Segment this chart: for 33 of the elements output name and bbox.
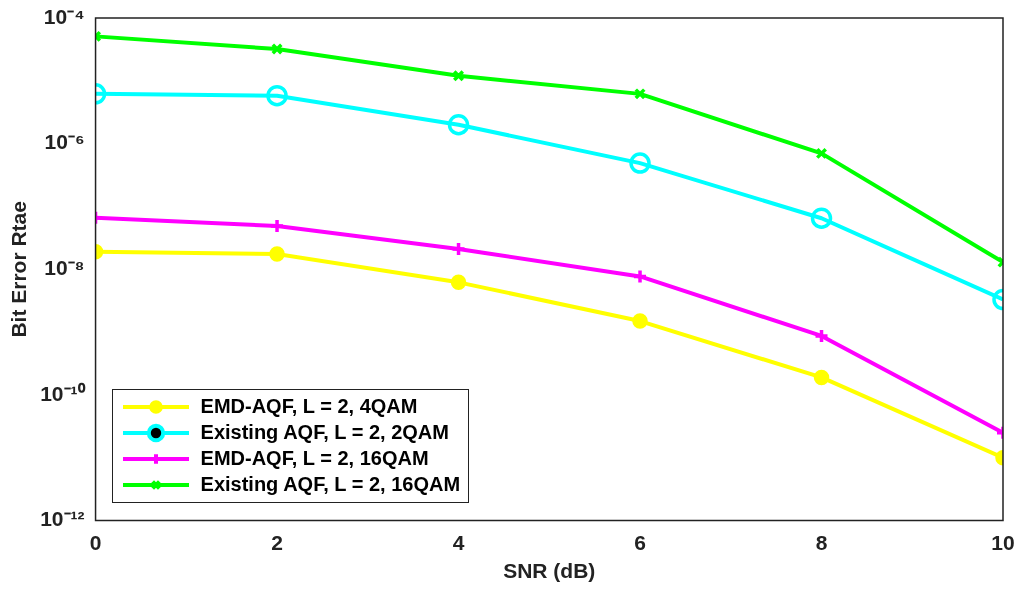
y-tick-label: 10⁻⁸ — [44, 256, 85, 280]
x-tick-label: 6 — [634, 531, 646, 554]
y-axis-title: Bit Error Rtae — [7, 201, 31, 338]
point — [629, 152, 651, 174]
x-tick-label: 4 — [452, 531, 465, 554]
legend-label: Existing AQF, L = 2, 16QAM — [200, 473, 461, 497]
x-tick-label: 10 — [991, 531, 1015, 554]
x-tick-label: 0 — [89, 531, 102, 554]
point — [271, 43, 284, 56]
x-tick-label: 8 — [815, 531, 828, 554]
point — [815, 147, 828, 160]
point — [810, 207, 833, 229]
point — [269, 246, 285, 262]
point — [266, 84, 288, 107]
point — [632, 268, 648, 285]
legend-label: Existing AQF, L = 2, 2QAM — [200, 421, 449, 445]
y-tick-label: 10⁻¹² — [40, 507, 85, 531]
x-tick-label: 2 — [271, 531, 283, 554]
point — [632, 313, 648, 329]
point — [269, 218, 285, 234]
point — [634, 87, 647, 100]
point — [450, 241, 467, 257]
y-tick-label: 10⁻⁶ — [44, 130, 85, 154]
point — [813, 369, 830, 386]
y-tick-label: 10⁻⁴ — [43, 4, 85, 28]
y-tick-label: 10⁻¹⁰ — [40, 381, 86, 405]
legend-label: EMD-AQF, L = 2, 4QAM — [200, 395, 418, 419]
point — [447, 113, 470, 136]
point — [450, 274, 467, 291]
point — [813, 328, 830, 344]
legend-label: EMD-AQF, L = 2, 16QAM — [200, 447, 429, 471]
point — [452, 69, 465, 82]
x-axis-title: SNR (dB) — [503, 559, 596, 583]
